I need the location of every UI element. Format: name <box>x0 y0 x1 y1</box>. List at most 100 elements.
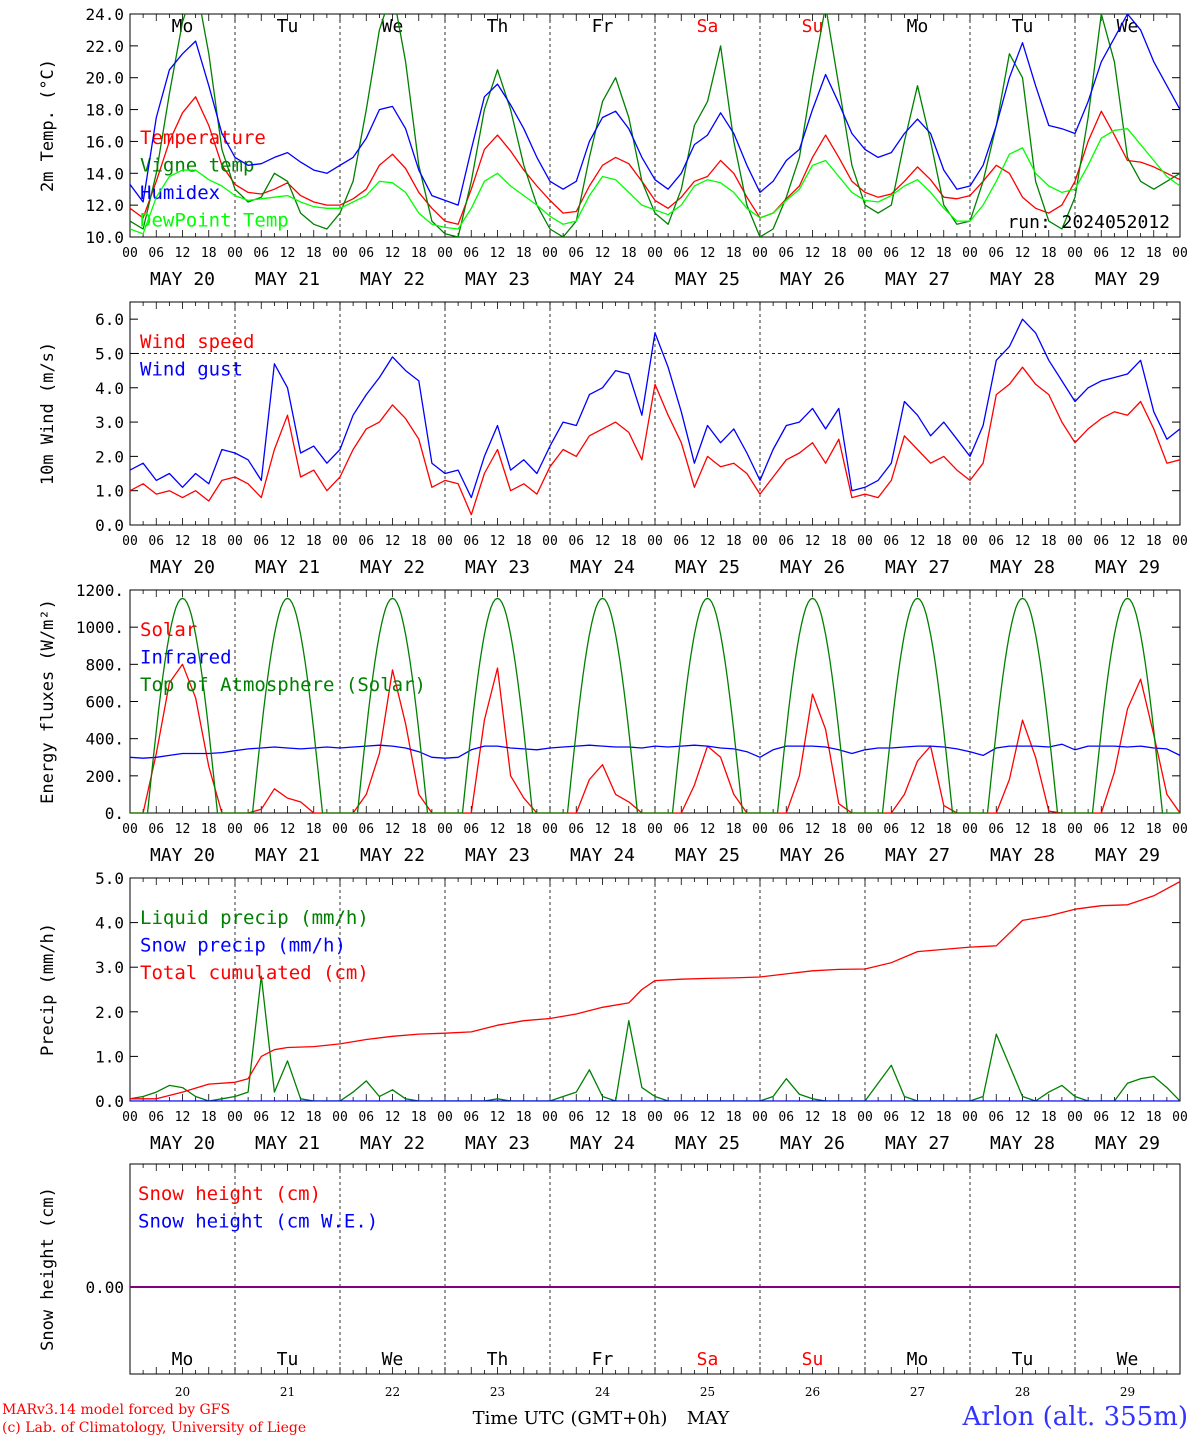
hour-tick-label: 00 <box>227 822 243 837</box>
hour-tick-label: 06 <box>253 246 269 261</box>
hour-tick-label: 06 <box>358 1110 374 1125</box>
date-label: MAY 24 <box>570 845 635 866</box>
hour-tick-label: 18 <box>1146 246 1162 261</box>
legend-entry: Total cumulated (cm) <box>140 962 369 984</box>
date-label: MAY 27 <box>885 269 950 290</box>
hour-tick-label: 00 <box>437 534 453 549</box>
hour-tick-label: 00 <box>332 822 348 837</box>
hour-tick-label: 18 <box>726 246 742 261</box>
y-tick-label: 1.0 <box>95 482 124 501</box>
hour-tick-label: 00 <box>857 1110 873 1125</box>
weekday-label: Su <box>802 1349 824 1370</box>
y-tick-label: 20.0 <box>85 69 124 88</box>
date-label: MAY 26 <box>780 1133 845 1154</box>
hour-tick-label: 12 <box>280 534 296 549</box>
hour-tick-label: 00 <box>1172 534 1188 549</box>
hour-tick-label: 18 <box>516 822 532 837</box>
hour-tick-label: 00 <box>122 822 138 837</box>
date-label: MAY 29 <box>1095 557 1160 578</box>
weekday-label: Tu <box>1012 16 1034 37</box>
hour-tick-label: 00 <box>962 822 978 837</box>
date-label: MAY 26 <box>780 845 845 866</box>
hour-tick-label: 12 <box>175 246 191 261</box>
hour-tick-label: 06 <box>1093 822 1109 837</box>
y-tick-label: 22.0 <box>85 37 124 56</box>
x-axis-label: Time UTC (GMT+0h) <box>473 1408 668 1429</box>
hour-tick-label: 12 <box>175 1110 191 1125</box>
hour-tick-label: 18 <box>201 1110 217 1125</box>
legend-entry: Liquid precip (mm/h) <box>140 907 369 929</box>
hour-tick-label: 18 <box>621 246 637 261</box>
y-axis-label-precip: Precip (mm/h) <box>38 923 58 1056</box>
y-tick-label: 5.0 <box>95 344 124 363</box>
hour-tick-label: 06 <box>253 1110 269 1125</box>
hour-tick-label: 18 <box>411 246 427 261</box>
y-tick-label: 600. <box>85 693 124 712</box>
hour-tick-label: 18 <box>1041 534 1057 549</box>
legend-entry: Snow precip (mm/h) <box>140 935 346 957</box>
day-number-label: 21 <box>280 1385 295 1399</box>
hour-tick-label: 00 <box>1172 246 1188 261</box>
hour-tick-label: 00 <box>647 246 663 261</box>
hour-tick-label: 18 <box>936 1110 952 1125</box>
hour-tick-label: 12 <box>700 1110 716 1125</box>
hour-tick-label: 06 <box>883 534 899 549</box>
date-label: MAY 28 <box>990 1133 1055 1154</box>
date-label: MAY 21 <box>255 557 320 578</box>
date-label: MAY 20 <box>150 1133 215 1154</box>
hour-tick-label: 18 <box>936 534 952 549</box>
hour-tick-label: 12 <box>910 1110 926 1125</box>
hour-tick-label: 18 <box>831 534 847 549</box>
date-label: MAY 29 <box>1095 845 1160 866</box>
date-label: MAY 23 <box>465 557 530 578</box>
weekday-label: Sa <box>697 16 719 37</box>
date-label: MAY 23 <box>465 1133 530 1154</box>
hour-tick-label: 18 <box>201 534 217 549</box>
hour-tick-label: 18 <box>411 534 427 549</box>
hour-tick-label: 18 <box>621 822 637 837</box>
date-label: MAY 25 <box>675 269 740 290</box>
hour-tick-label: 18 <box>306 534 322 549</box>
hour-tick-label: 18 <box>936 246 952 261</box>
hour-tick-label: 00 <box>437 822 453 837</box>
hour-tick-label: 00 <box>752 822 768 837</box>
hour-tick-label: 00 <box>647 822 663 837</box>
y-tick-label: 3.0 <box>95 958 124 977</box>
hour-tick-label: 06 <box>883 822 899 837</box>
y-axis-label-wind: 10m Wind (m/s) <box>38 342 58 485</box>
panel-frame-temp <box>129 13 1181 238</box>
hour-tick-label: 18 <box>1041 246 1057 261</box>
hour-tick-label: 00 <box>437 1110 453 1125</box>
hour-tick-label: 06 <box>358 822 374 837</box>
y-tick-label: 0.00 <box>85 1278 124 1297</box>
hour-tick-label: 00 <box>1172 822 1188 837</box>
hour-tick-label: 00 <box>1067 822 1083 837</box>
hour-tick-label: 00 <box>962 1110 978 1125</box>
hour-tick-label: 06 <box>148 246 164 261</box>
hour-tick-label: 12 <box>175 534 191 549</box>
series-line-top-of-atmosphere-solar- <box>130 597 1180 813</box>
weekday-label: Mo <box>907 16 929 37</box>
hour-tick-label: 18 <box>411 1110 427 1125</box>
hour-tick-label: 06 <box>988 822 1004 837</box>
hour-tick-label: 18 <box>726 1110 742 1125</box>
hour-tick-label: 00 <box>122 534 138 549</box>
date-label: MAY 21 <box>255 1133 320 1154</box>
date-label: MAY 22 <box>360 269 425 290</box>
hour-tick-label: 00 <box>122 246 138 261</box>
hour-tick-label: 00 <box>227 534 243 549</box>
series-line-humidex <box>130 14 1180 206</box>
weekday-label: Mo <box>172 16 194 37</box>
hour-tick-label: 06 <box>148 1110 164 1125</box>
hour-tick-label: 00 <box>1067 246 1083 261</box>
date-label: MAY 26 <box>780 557 845 578</box>
hour-tick-label: 00 <box>227 1110 243 1125</box>
day-number-label: 27 <box>910 1385 925 1399</box>
day-number-label: 20 <box>175 1385 190 1399</box>
hour-tick-label: 12 <box>910 246 926 261</box>
hour-tick-label: 18 <box>201 822 217 837</box>
date-label: MAY 25 <box>675 1133 740 1154</box>
y-axis-label-flux: Energy fluxes (W/m²) <box>38 599 58 804</box>
hour-tick-label: 00 <box>962 246 978 261</box>
hour-tick-label: 00 <box>542 822 558 837</box>
